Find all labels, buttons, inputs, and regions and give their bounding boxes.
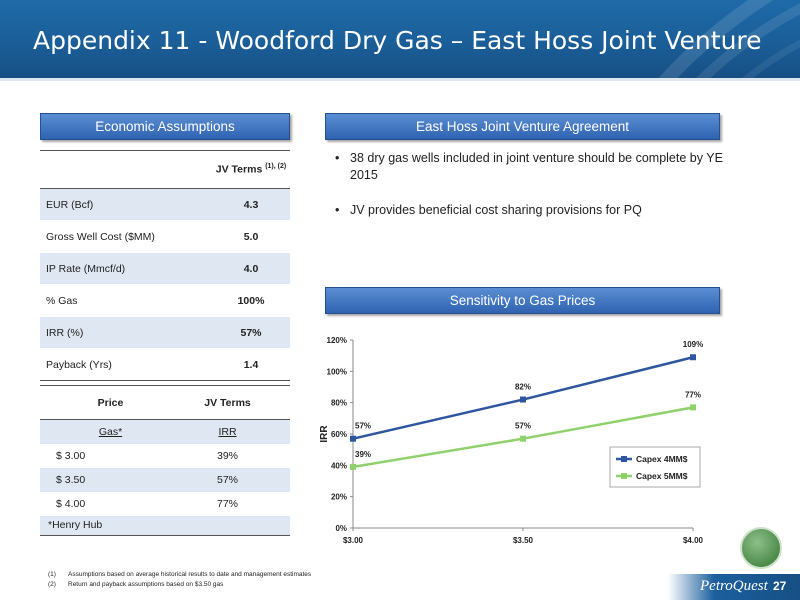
series-1-marker	[350, 435, 356, 442]
x-tick-label: $3.50	[513, 536, 534, 545]
henry-hub-note: *Henry Hub	[40, 515, 290, 536]
row-label: EUR (Bcf)	[40, 188, 212, 221]
series-1-marker	[520, 396, 526, 403]
sensitivity-header: Sensitivity to Gas Prices	[325, 287, 720, 314]
header-divider	[0, 78, 800, 81]
irr-cell: 57%	[165, 467, 290, 492]
row-label: IRR (%)	[40, 316, 212, 349]
row-label: % Gas	[46, 294, 78, 307]
page-title: Appendix 11 - Woodford Dry Gas – East Ho…	[33, 26, 762, 55]
page-number: 27	[773, 579, 787, 593]
y-tick-label: 120%	[327, 336, 347, 345]
data-label: 39%	[355, 450, 371, 459]
data-label: 77%	[685, 390, 701, 399]
table-row: Payback (Yrs) 1.4	[40, 348, 290, 381]
row-value: 4.3	[212, 188, 290, 221]
assumptions-table: JV Terms (1), (2) EUR (Bcf) 4.3 Gross We…	[40, 150, 290, 381]
legend-swatch-marker	[621, 473, 627, 479]
row-value: 57%	[212, 316, 290, 349]
price-header: Price	[40, 385, 165, 420]
legend-box	[609, 446, 701, 488]
price-table: Price JV Terms Gas* IRR $ 3.00 39% $ 3.5…	[40, 385, 290, 536]
y-tick-label: 40%	[331, 461, 347, 470]
jv-agreement-header: East Hoss Joint Venture Agreement	[325, 113, 720, 140]
jv-bullets: • 38 dry gas wells included in joint ven…	[335, 150, 725, 237]
row-label: Payback (Yrs)	[40, 348, 212, 381]
x-tick-label: $4.00	[683, 536, 704, 545]
brand-band	[668, 574, 800, 600]
footnote-1: (1) Assumptions based on average historic…	[48, 571, 312, 578]
bullet-dot-icon: •	[335, 151, 340, 165]
row-value: 4.0	[212, 252, 290, 285]
irr-cell: 39%	[216, 449, 238, 462]
legend-label: Capex 4MM$	[636, 454, 688, 464]
price-cell: $ 4.00	[56, 497, 86, 510]
table-row: $ 4.00 77%	[40, 492, 290, 516]
price-cell: $ 3.50	[40, 467, 165, 492]
assumptions-table-header: JV Terms (1), (2)	[212, 150, 290, 189]
table-row: IRR (%) 57%	[40, 316, 290, 349]
y-tick-label: 100%	[327, 367, 347, 376]
series-2-marker	[350, 463, 356, 470]
y-tick-label: 60%	[331, 430, 347, 439]
series-2-marker	[690, 404, 696, 411]
table-row: $ 3.50 57%	[40, 467, 290, 492]
table-row: $ 3.00 39%	[40, 444, 290, 468]
row-value: 5.0	[243, 230, 259, 243]
bullet-item: • 38 dry gas wells included in joint ven…	[335, 151, 723, 182]
table-row: % Gas 100%	[40, 285, 290, 317]
y-tick-label: 20%	[331, 493, 347, 502]
price-cell: $ 3.00	[56, 449, 86, 462]
legend-swatch-marker	[621, 456, 627, 462]
series-1-marker	[690, 354, 696, 361]
irr-cell: 77%	[216, 497, 238, 510]
brand-name: PetroQuest	[700, 578, 768, 594]
price-table-header-row: Price JV Terms	[40, 385, 290, 420]
row-label: IP Rate (Mmcf/d)	[40, 252, 212, 285]
economic-assumptions-header: Economic Assumptions	[40, 113, 290, 140]
gas-subheader: Gas*	[40, 419, 165, 444]
bullet-dot-icon: •	[335, 203, 340, 217]
row-label: Gross Well Cost ($MM)	[46, 230, 155, 243]
data-label: 109%	[683, 340, 703, 349]
row-value: 1.4	[212, 348, 290, 381]
y-tick-label: 80%	[331, 399, 347, 408]
price-table-subheader-row: Gas* IRR	[40, 419, 290, 444]
jv-terms-header: JV Terms	[165, 385, 290, 420]
bullet-item: • JV provides beneficial cost sharing pr…	[335, 203, 642, 217]
assumptions-table-header-row: JV Terms (1), (2)	[40, 150, 290, 189]
header-footnote-ref: (1), (2)	[265, 163, 287, 171]
footnote-2: (2) Return and payback assumptions based …	[48, 581, 224, 588]
price-table-footnote-row: *Henry Hub	[40, 515, 290, 536]
table-row: EUR (Bcf) 4.3	[40, 188, 290, 221]
y-tick-label: 0%	[335, 524, 347, 533]
series-2-marker	[520, 435, 526, 442]
y-axis-title: IRR	[319, 425, 330, 443]
irr-subheader: IRR	[165, 419, 290, 444]
flame-logo-icon	[740, 527, 782, 569]
data-label: 82%	[515, 383, 531, 392]
data-label: 57%	[515, 422, 531, 431]
table-row: Gross Well Cost ($MM) 5.0	[40, 221, 290, 253]
header-banner: Appendix 11 - Woodford Dry Gas – East Ho…	[0, 0, 800, 78]
irr-sensitivity-chart: 0% 20% 40% 60% 80% 100% 120% $3.00 $3.50 $4.00 IRR…	[319, 336, 704, 545]
footnotes: (1) Assumptions based on average historic…	[48, 570, 311, 590]
table-row: IP Rate (Mmcf/d) 4.0	[40, 252, 290, 285]
swoosh-decoration	[658, 0, 800, 78]
x-tick-label: $3.00	[343, 536, 364, 545]
row-value: 100%	[237, 294, 265, 307]
legend-label: Capex 5MM$	[636, 471, 688, 481]
data-label: 57%	[355, 422, 371, 431]
